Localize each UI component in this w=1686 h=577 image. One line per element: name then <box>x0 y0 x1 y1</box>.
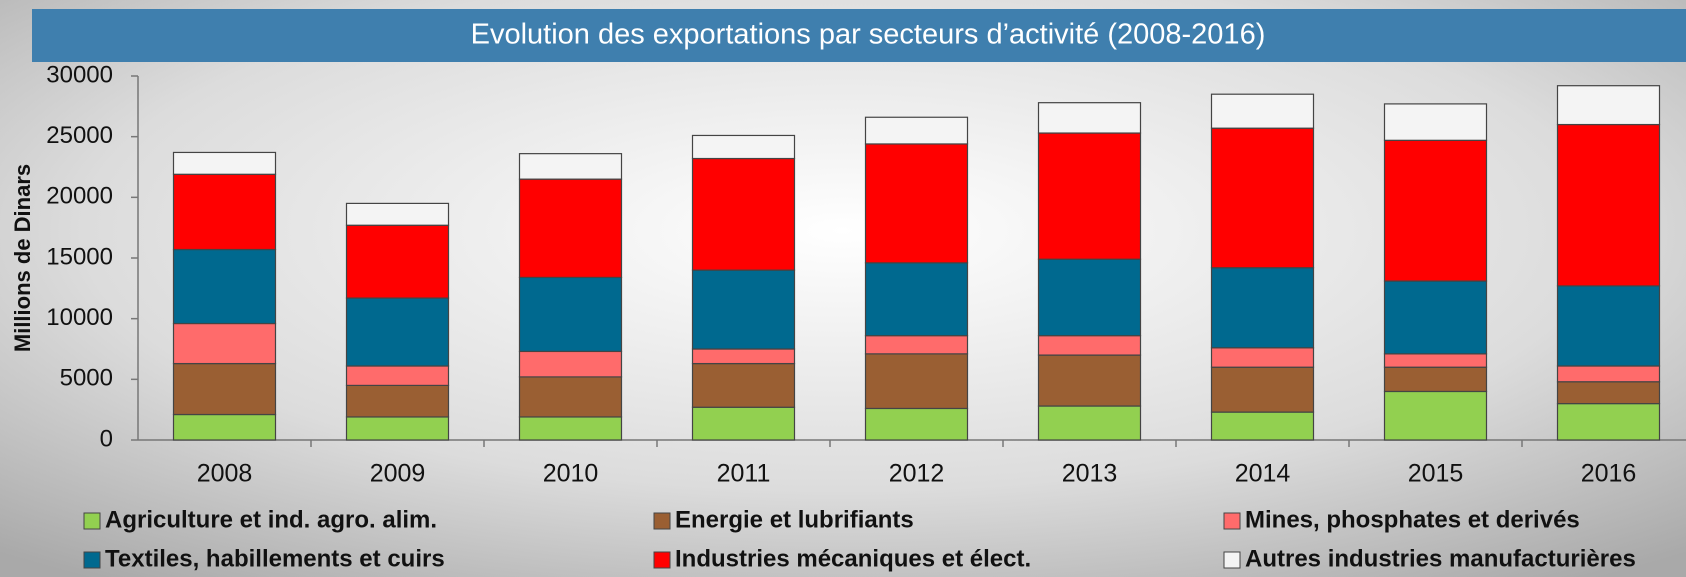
legend-label: Agriculture et ind. agro. alim. <box>105 506 437 533</box>
x-tick-label: 2009 <box>370 460 426 488</box>
bar-segment <box>345 384 450 418</box>
bar-segment <box>864 335 969 355</box>
bar-segment <box>691 362 796 408</box>
bar-segment <box>345 297 450 367</box>
bar-segment <box>1210 347 1315 368</box>
x-tick-label: 2016 <box>1581 460 1637 488</box>
bar-segment <box>1383 139 1488 282</box>
x-tick-label: 2013 <box>1062 460 1118 488</box>
bar-segment <box>172 248 277 325</box>
legend-label: Autres industries manufacturières <box>1245 545 1636 572</box>
bar-segment <box>691 348 796 365</box>
y-tick-label: 30000 <box>46 61 113 88</box>
legend-label: Energie et lubrifiants <box>675 506 914 533</box>
bar-segment <box>1210 267 1315 349</box>
bar-segment <box>864 143 969 264</box>
bar-segment <box>345 202 450 226</box>
y-tick-label: 25000 <box>46 122 113 149</box>
y-tick-label: 0 <box>100 425 113 452</box>
bar-segment <box>1037 132 1142 260</box>
y-tick-label: 15000 <box>46 243 113 270</box>
y-tick-label: 5000 <box>60 365 113 392</box>
bar-segment <box>1037 354 1142 407</box>
bar-segment <box>518 416 623 441</box>
bar-segment <box>691 406 796 441</box>
bar-segment <box>691 269 796 350</box>
bar-segment <box>1037 258 1142 337</box>
bar-segment <box>1556 403 1661 441</box>
bar-segment <box>864 407 969 441</box>
bar-segment <box>864 353 969 410</box>
x-tick-label: 2015 <box>1408 460 1464 488</box>
bar-segment <box>1556 285 1661 367</box>
bar-segment <box>1037 335 1142 356</box>
bar-segment <box>518 178 623 279</box>
x-tick-label: 2011 <box>717 460 771 488</box>
x-tick-label: 2012 <box>889 460 945 488</box>
bar-segment <box>1210 411 1315 441</box>
bar-segment <box>518 350 623 378</box>
bar-segment <box>345 365 450 386</box>
legend-swatch <box>1223 551 1241 569</box>
bar-segment <box>1556 123 1661 287</box>
bar-segment <box>864 116 969 145</box>
bar-segment <box>172 173 277 251</box>
bar-segment <box>1210 93 1315 129</box>
bar-segment <box>691 157 796 271</box>
bar-segment <box>172 362 277 416</box>
x-tick-label: 2010 <box>543 460 599 488</box>
legend-swatch <box>1223 512 1241 530</box>
y-axis-label: Millions de Dinars <box>10 164 35 352</box>
bar-segment <box>1383 366 1488 393</box>
legend-swatch <box>83 551 101 569</box>
x-tick-label: 2014 <box>1235 460 1291 488</box>
bar-segment <box>518 153 623 180</box>
bar-segment <box>1210 127 1315 269</box>
bar-segment <box>172 151 277 175</box>
bar-segment <box>1383 103 1488 141</box>
bar-segment <box>1556 85 1661 126</box>
chart-title: Evolution des exportations par secteurs … <box>471 19 1266 51</box>
bar-segment <box>1383 280 1488 355</box>
bar-segment <box>1383 353 1488 368</box>
bar-segment <box>518 376 623 418</box>
bar-segment <box>1556 365 1661 383</box>
y-tick-label: 10000 <box>46 304 113 331</box>
bar-segment <box>172 413 277 441</box>
bar-segment <box>1037 102 1142 134</box>
legend-label: Mines, phosphates et derivés <box>1245 506 1580 533</box>
bar-segment <box>691 134 796 160</box>
legend-swatch <box>653 512 671 530</box>
bar-segment <box>1037 405 1142 441</box>
bar-segment <box>345 416 450 441</box>
title-banner <box>32 9 1686 62</box>
bar-segment <box>1383 390 1488 441</box>
bar-segment <box>518 276 623 353</box>
bar-segment <box>1210 366 1315 413</box>
bar-segment <box>345 224 450 299</box>
bar-segment <box>864 262 969 337</box>
x-tick-label: 2008 <box>197 460 253 488</box>
y-tick-label: 20000 <box>46 183 113 210</box>
legend-label: Textiles, habillements et cuirs <box>105 545 445 572</box>
bar-segment <box>172 322 277 365</box>
bar-segment <box>1556 381 1661 405</box>
legend-swatch <box>653 551 671 569</box>
legend-swatch <box>83 512 101 530</box>
legend-label: Industries mécaniques et élect. <box>675 545 1031 572</box>
